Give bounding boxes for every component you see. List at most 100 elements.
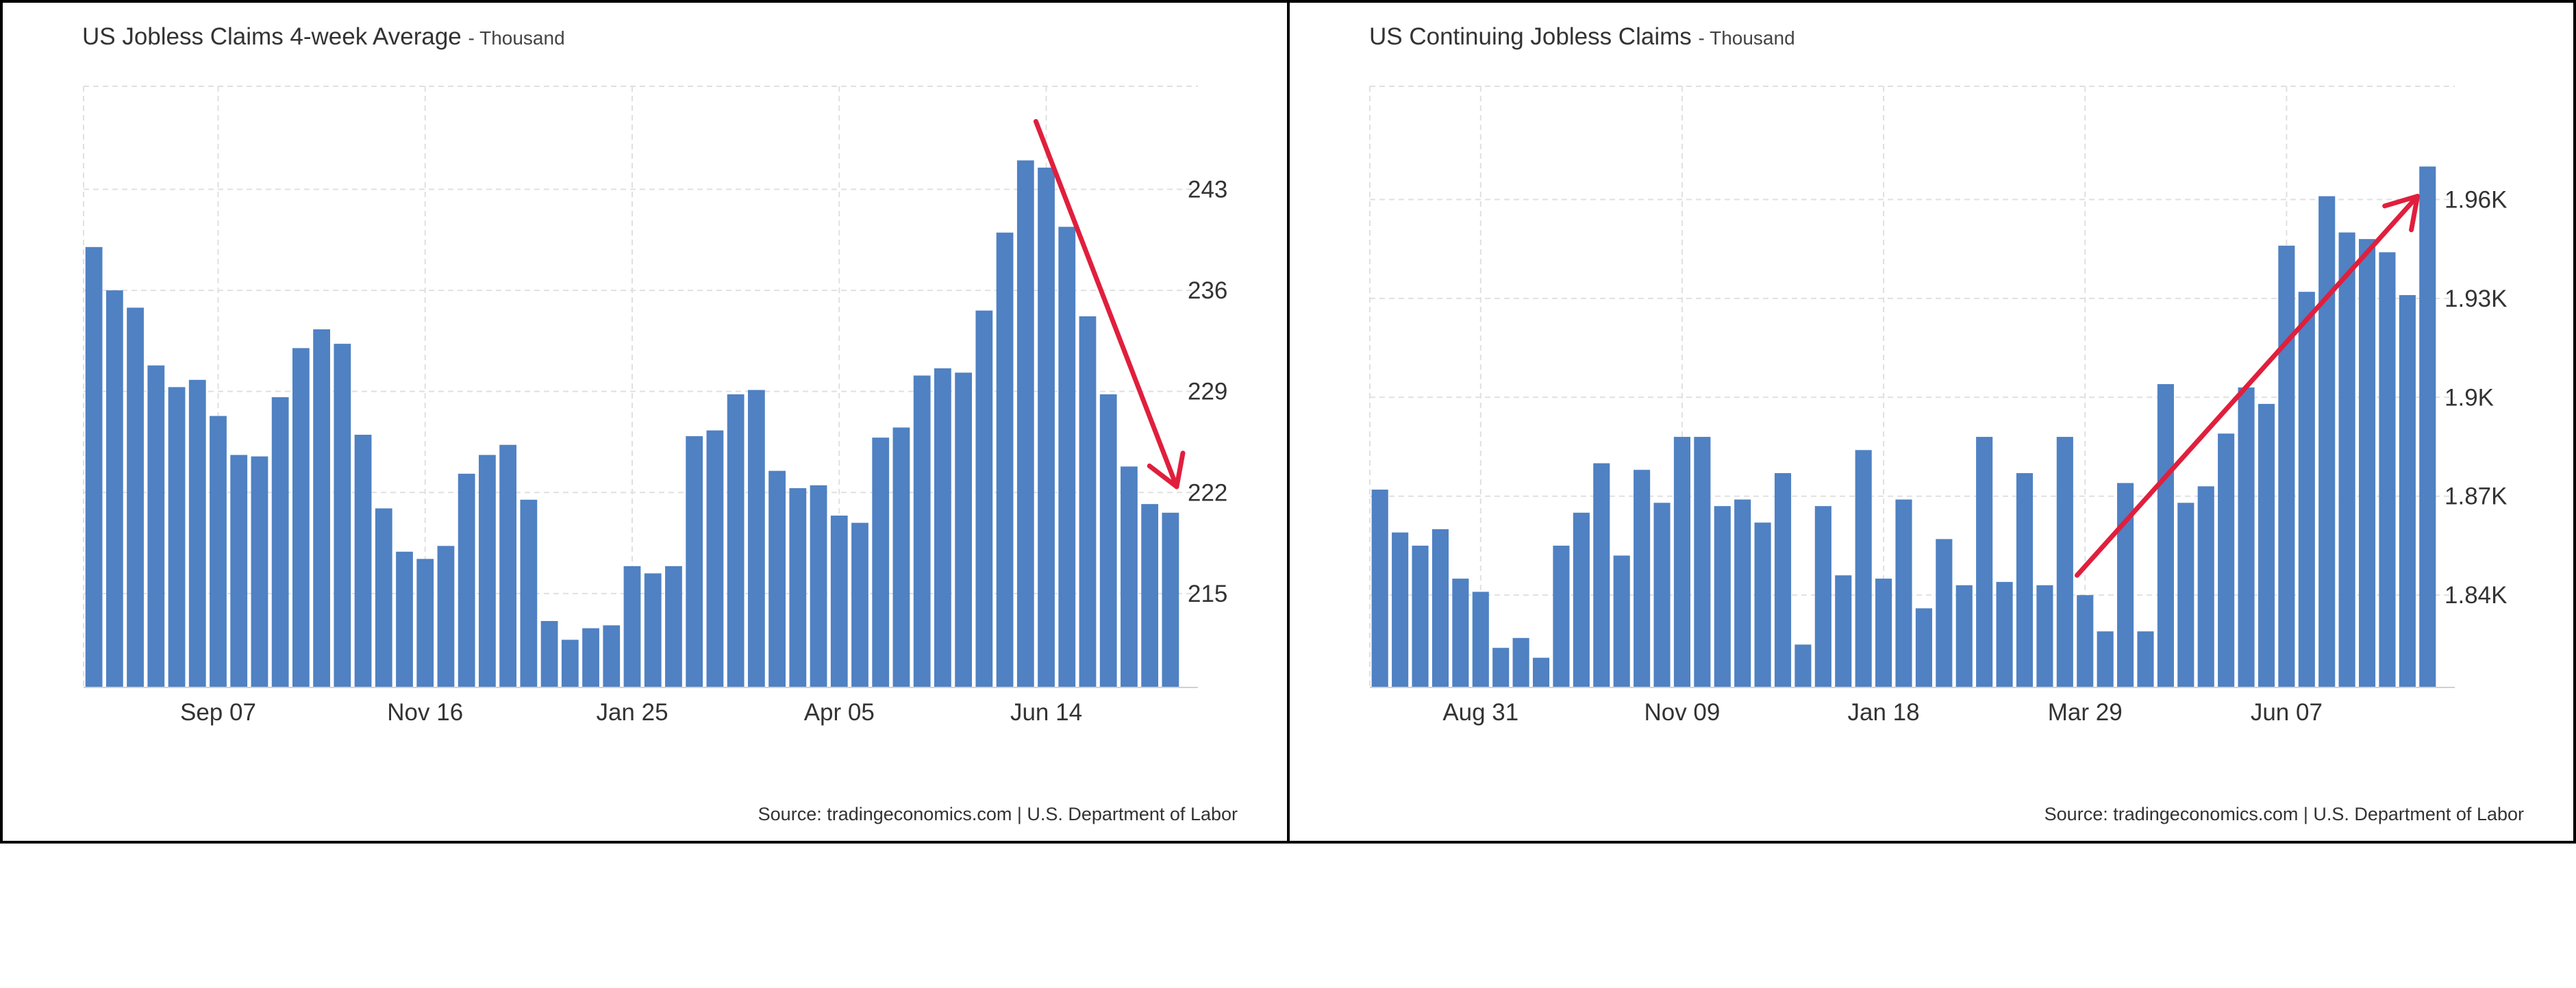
- bar: [810, 485, 827, 687]
- bar: [2016, 473, 2034, 687]
- bar: [230, 455, 248, 687]
- bar: [292, 348, 310, 687]
- bar: [1634, 470, 1651, 687]
- bar: [85, 246, 103, 687]
- bar: [2419, 166, 2436, 687]
- bar: [1694, 437, 1711, 687]
- bar: [747, 390, 765, 687]
- bar-chart-jobless-4wk: 215 222 229 236 243 Sep 07 Nov 16 Jan 25 Apr 05 J…: [83, 86, 1227, 726]
- trend-arrow-head: [2382, 194, 2421, 233]
- y-tick-label: 1.84K: [2444, 582, 2507, 609]
- x-tick-label: Jan 25: [596, 699, 668, 726]
- bar: [1955, 585, 1973, 687]
- bar: [1895, 499, 1912, 687]
- bar: [313, 329, 330, 687]
- bar: [2056, 437, 2073, 687]
- bar: [1976, 437, 1993, 687]
- x-tick-label: Nov 16: [387, 699, 463, 726]
- bar: [1996, 581, 2013, 687]
- bar: [520, 499, 538, 687]
- bar: [975, 310, 993, 687]
- bar: [2278, 245, 2295, 687]
- bar: [2298, 292, 2315, 687]
- bar: [1814, 506, 1831, 687]
- bar-chart-continuing-claims: 1.84K 1.87K 1.9K 1.93K 1.96K Aug 31 Nov 09 Jan …: [1369, 86, 2507, 726]
- bar: [665, 566, 682, 687]
- bar: [2399, 295, 2416, 687]
- bar: [375, 508, 392, 687]
- bar: [210, 416, 227, 687]
- bar: [2218, 433, 2235, 687]
- chart-panel-jobless-4wk: US Jobless Claims 4-week Average - Thous…: [0, 0, 1290, 844]
- trend-arrow: [1033, 118, 1186, 490]
- bar: [1734, 499, 1751, 687]
- bar: [1472, 592, 1489, 687]
- chart-unit-text: Thousand: [1710, 27, 1795, 49]
- y-tick-label: 1.96K: [2444, 186, 2507, 213]
- bar: [396, 551, 413, 687]
- bar: [706, 430, 724, 687]
- bar: [1392, 532, 1409, 687]
- bar: [1774, 473, 1792, 687]
- bar: [913, 375, 931, 687]
- bar: [644, 573, 662, 687]
- bar: [251, 456, 268, 687]
- bar: [127, 307, 144, 687]
- bar: [188, 379, 206, 687]
- bar: [416, 559, 434, 687]
- y-tick-label: 215: [1188, 581, 1227, 607]
- x-tick-label: Jun 07: [2251, 699, 2323, 726]
- bar: [582, 628, 599, 687]
- bar: [1875, 579, 1892, 687]
- bar: [789, 487, 807, 687]
- bar: [872, 438, 890, 687]
- bar: [727, 394, 745, 687]
- y-tick-label: 229: [1188, 379, 1227, 405]
- bar: [2338, 232, 2355, 687]
- bar: [2157, 384, 2174, 687]
- bar: [955, 372, 973, 687]
- chart-source: Source: tradingeconomics.com | U.S. Depa…: [758, 804, 1238, 824]
- bar: [1653, 503, 1671, 687]
- x-tick-label: Mar 29: [2048, 699, 2123, 726]
- bar: [458, 473, 475, 687]
- bar: [623, 566, 641, 687]
- bar: [1613, 555, 1630, 687]
- bar: [1162, 512, 1179, 687]
- bar: [1553, 545, 1570, 687]
- y-tick-label: 236: [1188, 277, 1227, 304]
- trend-arrow-shaft: [2074, 194, 2421, 578]
- bar: [2197, 486, 2214, 687]
- bar: [1512, 637, 1529, 687]
- chart-title-text: US Continuing Jobless Claims: [1369, 23, 1692, 50]
- bar: [2379, 252, 2396, 687]
- chart-panel-continuing-claims: US Continuing Jobless Claims - Thousand …: [1287, 0, 2576, 844]
- bar: [2358, 239, 2376, 687]
- bar: [1754, 522, 1771, 687]
- chart-title-text: US Jobless Claims 4-week Average: [82, 23, 462, 50]
- bar: [1532, 657, 1550, 687]
- bar: [271, 397, 289, 687]
- y-tick-label: 1.93K: [2444, 286, 2507, 312]
- bar: [499, 444, 517, 687]
- x-tick-label: Nov 09: [1644, 699, 1720, 726]
- bar: [2177, 503, 2194, 687]
- bar: [2258, 403, 2275, 687]
- chart-source: Source: tradingeconomics.com | U.S. Depa…: [2044, 804, 2524, 824]
- bar: [334, 344, 351, 687]
- y-tick-label: 1.9K: [2444, 384, 2494, 411]
- bar: [686, 436, 703, 687]
- bar: [1412, 545, 1429, 687]
- chart-title: US Jobless Claims 4-week Average - Thous…: [82, 23, 565, 50]
- bar: [437, 546, 455, 687]
- bar: [1452, 579, 1469, 687]
- bar: [603, 625, 621, 687]
- bar: [1141, 504, 1159, 687]
- bar: [2097, 631, 2114, 687]
- bar: [2137, 631, 2154, 687]
- y-tick-label: 1.87K: [2444, 483, 2507, 510]
- bar: [1371, 490, 1388, 687]
- chart-unit-text: Thousand: [479, 27, 565, 49]
- bar: [830, 516, 848, 687]
- x-tick-label: Apr 05: [804, 699, 875, 726]
